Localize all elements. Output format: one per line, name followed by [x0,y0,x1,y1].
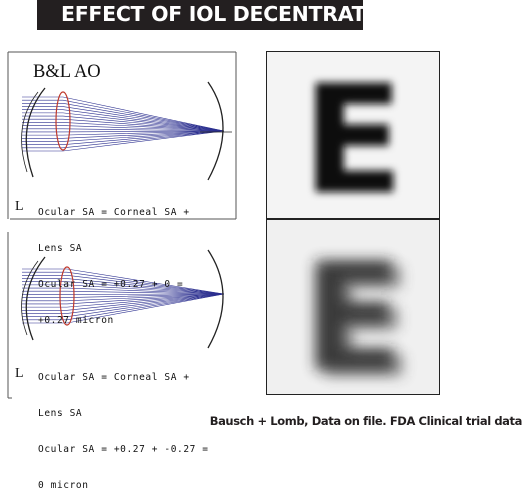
blurred-e-image: E E [266,219,440,395]
brand-label: B&L AO [33,62,101,83]
top-formula-line-4: +0.27 micron [38,315,190,327]
top-formula-line-2: Lens SA [38,243,190,255]
bottom-formula: Ocular SA = Corneal SA + Lens SA Ocular … [38,348,209,504]
svg-text:E: E [312,238,414,394]
svg-text:E: E [302,54,404,218]
bottom-formula-line-3: Ocular SA = +0.27 + -0.27 = [38,444,209,456]
top-formula-line-1: Ocular SA = Corneal SA + [38,207,190,219]
bottom-formula-line-4: 0 micron [38,480,209,492]
bottom-formula-line-1: Ocular SA = Corneal SA + [38,372,209,384]
bottom-formula-line-2: Lens SA [38,408,209,420]
top-formula-line-3: Ocular SA = +0.27 + 0 = [38,279,190,291]
letter-e-sharp-icon: E [267,52,439,218]
bottom-l-mark: L [15,366,24,382]
top-formula: Ocular SA = Corneal SA + Lens SA Ocular … [38,183,190,339]
source-caption: Bausch + Lomb, Data on file. FDA Clinica… [210,414,522,428]
top-l-mark: L [15,199,24,215]
bottom-retina [208,250,223,348]
sharp-e-image: E [266,51,440,219]
letter-e-blurred-icon: E E [267,220,439,394]
